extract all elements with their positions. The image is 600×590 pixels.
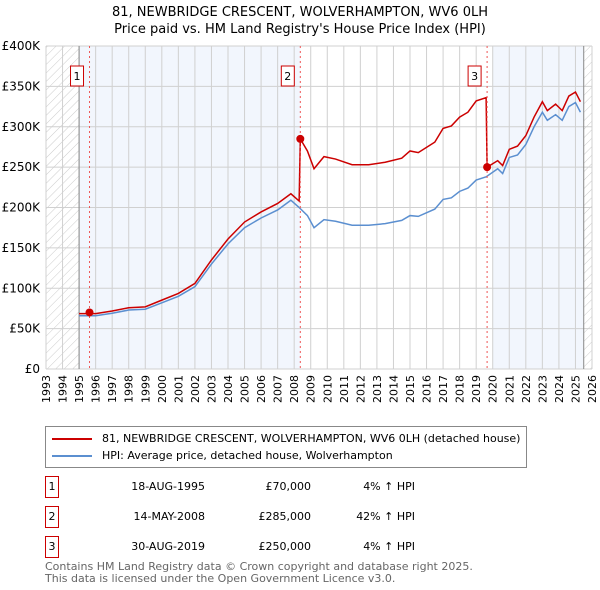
- sale-hpi: 42% ↑ HPI: [356, 510, 415, 523]
- sale-row: 1 18-AUG-1995 £70,000 4% ↑ HPI: [45, 476, 465, 498]
- legend: 81, NEWBRIDGE CRESCENT, WOLVERHAMPTON, W…: [45, 426, 527, 468]
- x-tick-label: 2018: [454, 375, 467, 403]
- chart-title: 81, NEWBRIDGE CRESCENT, WOLVERHAMPTON, W…: [0, 4, 600, 38]
- sale-hpi: 4% ↑ HPI: [363, 540, 415, 553]
- sale-label-box: [280, 65, 295, 87]
- sale-label: 2: [284, 70, 291, 83]
- sale-hpi: 4% ↑ HPI: [363, 480, 415, 493]
- subtitle-line: Price paid vs. HM Land Registry's House …: [114, 22, 486, 37]
- x-tick-label: 2002: [189, 375, 202, 403]
- x-tick-label: 2007: [272, 375, 285, 403]
- legend-label: HPI: Average price, detached house, Wolv…: [102, 449, 393, 462]
- x-tick-label: 2011: [338, 375, 351, 403]
- sale-point: [85, 308, 94, 317]
- sale-number: 2: [45, 506, 59, 528]
- x-tick-label: 2001: [172, 375, 185, 403]
- sale-price: £70,000: [265, 480, 312, 493]
- sale-number: 1: [45, 476, 59, 498]
- x-tick-label: 2013: [371, 375, 384, 403]
- x-tick-label: 2023: [536, 375, 549, 403]
- legend-item-hpi: HPI: Average price, detached house, Wolv…: [52, 449, 393, 463]
- x-tick-label: 1993: [40, 375, 53, 403]
- footer-line: This data is licensed under the Open Gov…: [45, 572, 396, 585]
- x-tick-label: 2009: [305, 375, 318, 403]
- x-tick-label: 2016: [421, 375, 434, 403]
- x-tick-label: 2017: [437, 375, 450, 403]
- sale-label-box: [467, 65, 482, 87]
- x-tick-label: 2005: [239, 375, 252, 403]
- sale-row: 3 30-AUG-2019 £250,000 4% ↑ HPI: [45, 536, 465, 558]
- x-tick-label: 2003: [205, 375, 218, 403]
- legend-swatch-red: [52, 438, 92, 440]
- x-tick-label: 2022: [520, 375, 533, 403]
- x-tick-label: 2008: [288, 375, 301, 403]
- sale-label: 3: [471, 70, 478, 83]
- sale-price: £285,000: [258, 510, 312, 523]
- y-tick-label: £0: [25, 362, 40, 376]
- sale-date: 18-AUG-1995: [131, 480, 205, 493]
- y-tick-label: £200K: [2, 201, 42, 215]
- footer-line: Contains HM Land Registry data © Crown c…: [45, 560, 473, 573]
- y-tick-label: £250K: [2, 160, 42, 174]
- x-tick-label: 2012: [354, 375, 367, 403]
- sale-row: 2 14-MAY-2008 £285,000 42% ↑ HPI: [45, 506, 465, 528]
- x-tick-label: 2010: [321, 375, 334, 403]
- legend-label: 81, NEWBRIDGE CRESCENT, WOLVERHAMPTON, W…: [102, 432, 521, 445]
- x-tick-label: 2019: [470, 375, 483, 403]
- sale-date: 30-AUG-2019: [131, 540, 205, 553]
- x-tick-label: 2006: [255, 375, 268, 403]
- x-tick-label: 1994: [57, 375, 70, 403]
- x-tick-label: 2014: [387, 375, 400, 403]
- sale-number: 3: [45, 536, 59, 558]
- x-tick-label: 2020: [487, 375, 500, 403]
- price-chart: 1 2 3 1993 1994 1995 1996 1997 1998 1999 2000 2001 2…: [2, 39, 599, 403]
- x-tick-label: 1999: [139, 375, 152, 403]
- x-tick-label: 2026: [586, 375, 599, 403]
- hpi-line: [79, 101, 582, 317]
- y-tick-label: £350K: [2, 79, 42, 93]
- x-tick-label: 2025: [569, 375, 582, 403]
- y-tick-label: £50K: [9, 322, 41, 336]
- footer: Contains HM Land Registry data © Crown c…: [45, 561, 473, 585]
- sale-label-box: [70, 65, 85, 87]
- x-tick-label: 1998: [123, 375, 136, 403]
- sale-price: £250,000: [258, 540, 312, 553]
- x-tick-label: 2021: [503, 375, 516, 403]
- x-tick-label: 2015: [404, 375, 417, 403]
- x-tick-label: 2024: [553, 375, 566, 403]
- sale-point: [296, 134, 305, 143]
- y-tick-label: £100K: [2, 281, 42, 295]
- sale-date: 14-MAY-2008: [133, 510, 205, 523]
- legend-swatch-blue: [52, 455, 92, 457]
- x-tick-label: 2000: [156, 375, 169, 403]
- x-tick-label: 1996: [90, 375, 103, 403]
- y-tick-label: £400K: [2, 39, 42, 53]
- x-tick-label: 1995: [73, 375, 86, 403]
- y-tick-label: £150K: [2, 241, 42, 255]
- y-tick-label: £300K: [2, 120, 42, 134]
- sale-label: 1: [74, 70, 81, 83]
- x-tick-label: 1997: [106, 375, 119, 403]
- legend-item-property: 81, NEWBRIDGE CRESCENT, WOLVERHAMPTON, W…: [52, 432, 520, 446]
- sale-point: [483, 163, 492, 172]
- property-line: [79, 90, 582, 315]
- title-line: 81, NEWBRIDGE CRESCENT, WOLVERHAMPTON, W…: [112, 5, 488, 20]
- x-tick-label: 2004: [222, 375, 235, 403]
